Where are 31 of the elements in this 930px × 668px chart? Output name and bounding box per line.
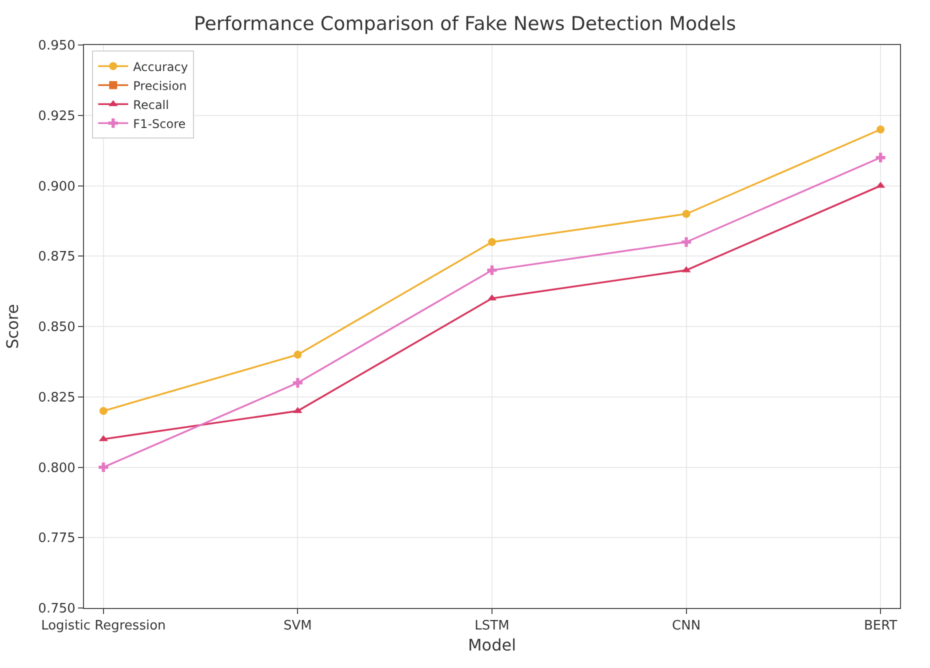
y-tick-label: 0.925 xyxy=(38,108,76,124)
y-tick-label: 0.850 xyxy=(38,320,76,336)
point xyxy=(876,125,885,134)
point xyxy=(487,265,497,275)
x-tick-label: LSTM xyxy=(474,618,510,634)
x-axis-title: Model xyxy=(468,635,516,654)
legend-label: Precision xyxy=(133,78,187,93)
point xyxy=(876,152,886,162)
y-tick-label: 0.950 xyxy=(38,38,76,54)
legend-label: Accuracy xyxy=(133,60,188,74)
point xyxy=(488,238,496,246)
point xyxy=(682,210,690,218)
point xyxy=(294,350,302,359)
x-tick-label: Logistic Regression xyxy=(41,618,166,634)
y-tick-label: 0.775 xyxy=(38,531,76,546)
chart-title: Performance Comparison of Fake News Detection Models xyxy=(194,13,736,35)
point xyxy=(681,237,692,247)
y-tick-label: 0.825 xyxy=(38,390,76,406)
point xyxy=(292,378,303,388)
y-tick-label: 0.800 xyxy=(38,460,76,476)
legend-label: F1-Score xyxy=(133,116,186,131)
x-tick-label: CNN xyxy=(672,618,701,634)
legend-label: Recall xyxy=(133,98,169,112)
y-tick-label: 0.750 xyxy=(38,602,76,617)
point xyxy=(99,406,108,415)
point xyxy=(98,462,108,472)
x-tick-label: SVM xyxy=(284,618,312,634)
y-axis-title: Score xyxy=(3,304,22,349)
y-tick-label: 0.900 xyxy=(38,179,76,194)
x-tick-label: BERT xyxy=(864,618,898,634)
y-tick-label: 0.875 xyxy=(38,250,76,265)
